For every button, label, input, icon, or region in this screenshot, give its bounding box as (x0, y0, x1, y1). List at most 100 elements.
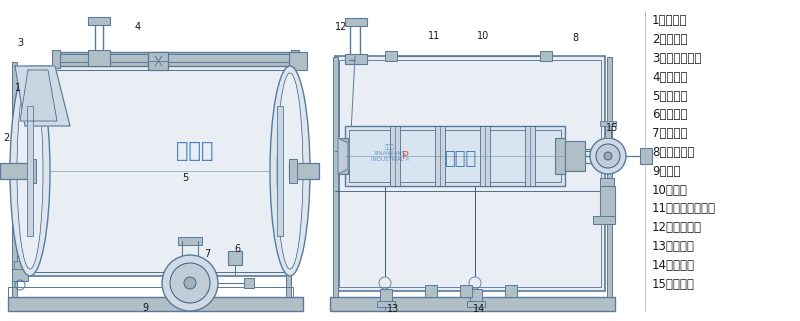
Bar (540, 51, 552, 61)
Text: 7: 7 (204, 249, 210, 259)
Text: 9、底架: 9、底架 (652, 165, 681, 178)
Bar (460, 285, 472, 297)
Bar (88, 17, 110, 25)
Text: 3: 3 (17, 38, 23, 48)
Bar (182, 271, 198, 283)
Bar (60, 54, 290, 62)
Circle shape (184, 277, 196, 289)
Text: 14: 14 (473, 304, 485, 314)
Bar (330, 297, 615, 311)
Bar (425, 285, 437, 297)
Bar (8, 297, 303, 311)
Ellipse shape (277, 73, 303, 269)
Text: 3、蒸汽喷射泵: 3、蒸汽喷射泵 (652, 52, 702, 65)
Ellipse shape (10, 66, 50, 276)
Bar (289, 163, 319, 179)
Bar (289, 159, 297, 183)
Text: 6、排污口: 6、排污口 (652, 108, 687, 122)
Text: 14、放净口: 14、放净口 (652, 259, 695, 272)
Bar (339, 60, 601, 287)
Bar (565, 141, 585, 171)
Bar (30, 66, 290, 276)
Bar (148, 52, 168, 70)
Circle shape (170, 263, 210, 303)
Bar (178, 237, 202, 245)
Text: 7、离心泵: 7、离心泵 (652, 127, 687, 140)
Bar (0, 163, 35, 179)
Bar (600, 178, 614, 186)
Bar (605, 124, 611, 138)
Polygon shape (338, 138, 348, 174)
Polygon shape (20, 70, 57, 121)
Text: 8: 8 (572, 33, 578, 43)
Text: 15、补水口: 15、补水口 (652, 278, 695, 291)
Circle shape (162, 255, 218, 311)
Bar (289, 52, 307, 70)
Bar (435, 126, 445, 186)
Text: 5、缓冲罐: 5、缓冲罐 (652, 90, 687, 103)
Bar (14, 261, 26, 269)
Bar (286, 62, 291, 297)
Text: 新安江: 新安江 (176, 141, 214, 161)
Text: 4: 4 (135, 22, 141, 32)
Bar (345, 126, 565, 186)
Bar (600, 121, 616, 126)
Bar (277, 106, 283, 236)
Text: 11: 11 (428, 31, 440, 41)
Bar (34, 70, 286, 272)
Bar (349, 130, 561, 182)
Bar (244, 278, 254, 288)
Text: 9: 9 (142, 303, 148, 313)
Bar (27, 106, 33, 236)
Text: 2: 2 (3, 133, 9, 143)
Ellipse shape (17, 73, 43, 269)
Circle shape (596, 144, 620, 168)
Bar (52, 50, 60, 68)
Text: 2、溢流口: 2、溢流口 (652, 33, 687, 46)
Bar (390, 126, 400, 186)
Bar (228, 251, 242, 265)
Bar (480, 126, 490, 186)
Bar (12, 62, 17, 297)
Bar (525, 126, 535, 186)
Polygon shape (15, 66, 70, 126)
Bar (345, 18, 367, 26)
Text: 1: 1 (15, 83, 21, 93)
Bar (600, 186, 615, 221)
Bar (385, 51, 397, 61)
Bar (8, 287, 293, 297)
Bar (607, 57, 612, 297)
Bar (291, 50, 299, 68)
Bar (555, 138, 565, 174)
Bar (640, 148, 652, 164)
Bar (593, 216, 615, 224)
Bar (88, 50, 110, 66)
Text: 5: 5 (182, 173, 188, 183)
Bar (470, 289, 482, 303)
Text: 15: 15 (606, 123, 618, 133)
Text: 12: 12 (335, 22, 347, 32)
Text: 13、放净口: 13、放净口 (652, 240, 695, 253)
Bar (333, 57, 338, 297)
Text: 6: 6 (234, 244, 240, 254)
Text: 12、蒸汽进口: 12、蒸汽进口 (652, 221, 702, 234)
Bar (467, 301, 485, 307)
Text: 13: 13 (387, 304, 399, 314)
Bar (28, 159, 36, 183)
Text: 11、水喷射真空泵: 11、水喷射真空泵 (652, 203, 716, 215)
Bar (335, 56, 605, 291)
Text: 10、水箱: 10、水箱 (652, 184, 688, 197)
Text: 8、系统球阀: 8、系统球阀 (652, 146, 694, 159)
Bar (505, 285, 517, 297)
Bar (12, 269, 28, 281)
Bar (338, 138, 348, 174)
Text: 4、止回阀: 4、止回阀 (652, 71, 687, 84)
Text: 10: 10 (477, 31, 489, 41)
Bar (345, 54, 367, 64)
Text: 1、固定架: 1、固定架 (652, 14, 687, 28)
Circle shape (590, 138, 626, 174)
Text: 新安江
XINANJIANG
INDUSTRIAL P.: 新安江 XINANJIANG INDUSTRIAL P. (370, 144, 410, 161)
Text: P: P (402, 151, 408, 161)
Bar (380, 289, 392, 303)
Circle shape (604, 152, 612, 160)
